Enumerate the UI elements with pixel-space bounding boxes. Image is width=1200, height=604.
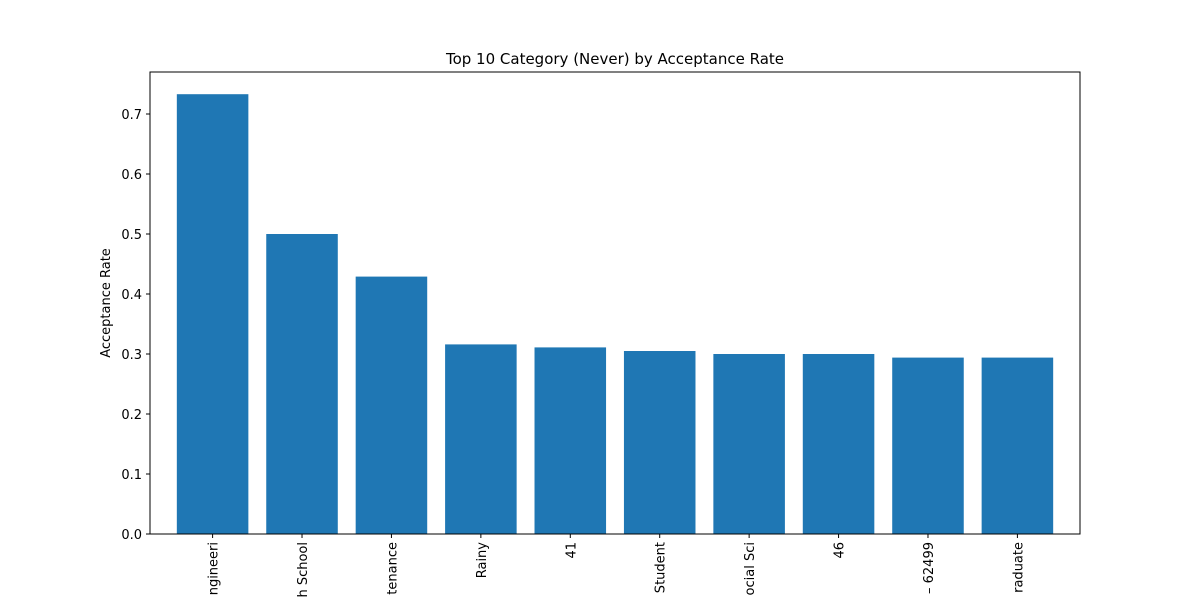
bar xyxy=(176,94,249,534)
y-tick-label: 0.4 xyxy=(121,288,142,303)
x-tick-label: ngineeri xyxy=(207,542,222,595)
x-axis: ngineeri h School tenance Rainy 41 Student oci… xyxy=(207,534,1026,598)
bar xyxy=(266,234,338,534)
bar xyxy=(802,354,875,534)
bar xyxy=(713,354,785,534)
bar xyxy=(534,347,607,534)
x-tick-label: ocial Sci xyxy=(743,542,758,595)
y-tick-label: 0.0 xyxy=(121,528,142,543)
x-tick-label: raduate xyxy=(1011,542,1026,593)
y-axis: 0.0 0.1 0.2 0.3 0.4 0.5 0.6 0.7 xyxy=(121,108,150,543)
x-tick-label: tenance xyxy=(385,542,400,595)
bar xyxy=(445,344,517,534)
y-tick-label: 0.2 xyxy=(121,408,142,423)
y-tick-label: 0.7 xyxy=(121,108,142,123)
bar xyxy=(623,351,696,534)
plot-frame xyxy=(149,71,1081,535)
bars-layer xyxy=(176,94,1054,534)
x-tick-label: 46 xyxy=(833,542,848,559)
y-tick-label: 0.6 xyxy=(121,168,142,183)
x-tick-label: – 62499 xyxy=(922,542,937,594)
y-tick-label: 0.3 xyxy=(121,348,142,363)
x-tick-label: h School xyxy=(296,542,311,598)
x-tick-label: 41 xyxy=(564,542,579,559)
y-tick-label: 0.5 xyxy=(121,228,142,243)
bar xyxy=(355,276,428,534)
y-tick-label: 0.1 xyxy=(121,468,142,483)
bar xyxy=(981,357,1054,534)
bar xyxy=(892,357,964,534)
x-tick-label: Student xyxy=(654,542,669,593)
y-axis-label: Acceptance Rate xyxy=(99,248,114,358)
chart-title: Top 10 Category (Never) by Acceptance Ra… xyxy=(445,50,784,68)
x-tick-label: Rainy xyxy=(475,542,490,579)
